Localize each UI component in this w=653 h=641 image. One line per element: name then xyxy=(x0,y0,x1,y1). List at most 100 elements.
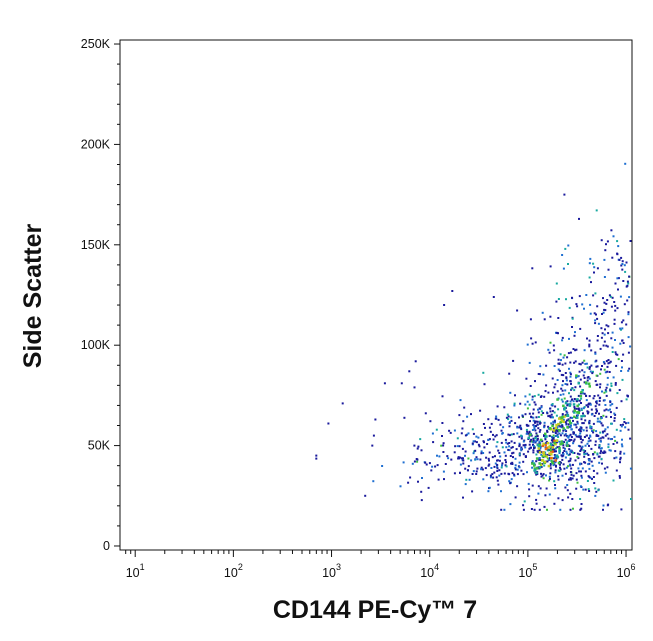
data-point xyxy=(622,423,624,426)
data-point xyxy=(501,446,504,449)
data-point xyxy=(560,442,563,445)
data-point xyxy=(601,436,604,439)
data-point xyxy=(472,432,475,435)
data-point xyxy=(580,428,583,430)
data-point xyxy=(414,360,417,363)
data-point xyxy=(528,403,531,406)
data-point xyxy=(531,267,534,270)
data-point xyxy=(494,417,497,420)
data-point xyxy=(561,425,564,428)
data-point xyxy=(602,508,604,511)
data-point xyxy=(574,433,577,436)
y-tick-label: 50K xyxy=(88,439,111,453)
data-point xyxy=(499,423,502,426)
data-point xyxy=(582,392,585,395)
data-point xyxy=(545,455,548,458)
data-point xyxy=(607,332,610,335)
data-point xyxy=(569,457,572,460)
data-point xyxy=(522,460,525,463)
data-point xyxy=(556,331,559,334)
data-point xyxy=(594,322,597,325)
data-point xyxy=(525,377,528,380)
data-point xyxy=(624,270,627,273)
data-point xyxy=(569,426,572,429)
data-point xyxy=(528,443,531,446)
data-point xyxy=(597,489,600,492)
data-point xyxy=(624,426,627,429)
data-point xyxy=(443,478,445,481)
data-point xyxy=(606,299,609,301)
data-point xyxy=(573,334,576,337)
data-point xyxy=(498,459,501,462)
data-point xyxy=(552,434,555,437)
data-point xyxy=(548,475,551,478)
data-point xyxy=(565,376,568,379)
data-point xyxy=(496,470,499,472)
data-point xyxy=(605,390,608,393)
data-point xyxy=(510,446,513,449)
data-point xyxy=(487,418,490,421)
data-point xyxy=(581,439,584,442)
data-point xyxy=(551,416,554,419)
data-point xyxy=(577,435,580,438)
data-point xyxy=(558,362,561,365)
data-point xyxy=(623,452,626,455)
data-point xyxy=(538,407,541,410)
data-point xyxy=(540,410,543,413)
data-point xyxy=(568,337,570,340)
data-point xyxy=(589,303,592,306)
data-point xyxy=(454,445,457,448)
data-point xyxy=(595,313,597,316)
data-point xyxy=(578,403,581,406)
data-point xyxy=(558,369,561,372)
data-point xyxy=(516,485,519,488)
data-point xyxy=(571,498,574,500)
data-point xyxy=(461,427,464,430)
data-point xyxy=(543,505,546,508)
data-point xyxy=(564,247,567,250)
data-point xyxy=(615,456,618,459)
data-point xyxy=(486,443,489,445)
data-point xyxy=(526,471,528,474)
data-point xyxy=(619,342,622,345)
data-point xyxy=(561,400,564,403)
data-point xyxy=(400,382,403,385)
data-point xyxy=(544,446,547,449)
data-point xyxy=(584,444,587,447)
data-point xyxy=(583,453,586,456)
data-point xyxy=(591,430,593,432)
data-point xyxy=(548,459,551,461)
data-point xyxy=(608,294,611,297)
data-point xyxy=(610,422,612,425)
data-point xyxy=(576,420,579,423)
data-point xyxy=(587,405,590,408)
data-point xyxy=(490,467,493,469)
data-point xyxy=(475,435,478,438)
data-point xyxy=(562,463,565,466)
data-point xyxy=(552,420,555,423)
data-point xyxy=(435,428,438,431)
data-point xyxy=(549,463,552,465)
data-point xyxy=(516,426,519,429)
data-point xyxy=(467,432,470,435)
data-point xyxy=(544,432,547,436)
data-point xyxy=(561,432,564,435)
data-point xyxy=(570,451,573,454)
data-point xyxy=(557,422,560,426)
data-point xyxy=(598,446,601,449)
data-point xyxy=(594,405,597,408)
data-point xyxy=(606,370,609,373)
data-point xyxy=(595,209,598,212)
data-point xyxy=(571,398,574,401)
data-point xyxy=(518,442,521,445)
x-tick-label: 106 xyxy=(617,562,636,580)
data-point xyxy=(529,440,532,443)
data-point xyxy=(614,304,617,307)
data-point xyxy=(551,377,554,380)
data-point xyxy=(488,438,491,441)
data-point xyxy=(555,447,557,450)
data-point xyxy=(599,420,602,423)
data-point xyxy=(533,467,537,470)
data-point xyxy=(554,487,557,490)
data-point xyxy=(595,374,598,377)
